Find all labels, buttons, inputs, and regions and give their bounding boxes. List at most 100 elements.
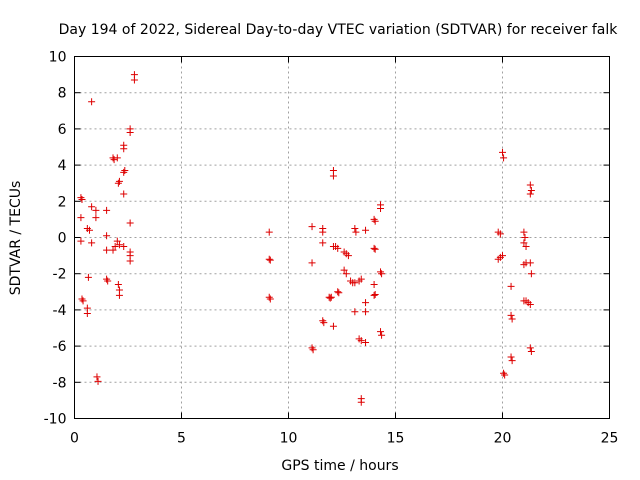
data-point bbox=[114, 179, 122, 187]
data-point bbox=[527, 348, 535, 356]
data-point bbox=[308, 259, 316, 267]
data-point bbox=[265, 255, 273, 263]
y-tick-label: 2 bbox=[58, 194, 67, 210]
data-point bbox=[113, 154, 121, 162]
data-point bbox=[342, 270, 350, 278]
data-point bbox=[371, 217, 379, 225]
data-point bbox=[120, 190, 128, 198]
data-point bbox=[377, 328, 385, 336]
data-point bbox=[120, 168, 128, 176]
data-point bbox=[83, 310, 91, 318]
y-tick-label: -10 bbox=[44, 412, 67, 428]
data-point bbox=[111, 243, 119, 251]
data-point bbox=[85, 226, 93, 234]
y-tick-label: 6 bbox=[58, 122, 67, 138]
data-point bbox=[92, 214, 100, 222]
data-point bbox=[103, 246, 111, 254]
data-point bbox=[334, 244, 342, 252]
chart-title: Day 194 of 2022, Sidereal Day-to-day VTE… bbox=[59, 22, 619, 38]
data-point bbox=[357, 337, 365, 345]
data-point bbox=[377, 205, 385, 213]
data-point bbox=[120, 145, 128, 153]
data-point bbox=[500, 369, 508, 377]
data-point bbox=[526, 190, 534, 198]
data-point bbox=[362, 338, 370, 346]
data-point bbox=[115, 291, 123, 299]
data-point bbox=[103, 275, 111, 283]
data-point bbox=[352, 228, 360, 236]
data-point bbox=[94, 377, 102, 385]
data-point bbox=[526, 300, 534, 308]
data-point bbox=[88, 203, 96, 211]
data-point bbox=[370, 281, 378, 289]
x-axis-label: GPS time / hours bbox=[281, 458, 398, 474]
data-point bbox=[362, 226, 370, 234]
x-tick-label: 5 bbox=[177, 431, 186, 447]
data-point bbox=[103, 206, 111, 214]
data-point bbox=[308, 223, 316, 231]
data-point bbox=[520, 228, 528, 236]
data-point bbox=[309, 346, 317, 354]
data-point bbox=[362, 299, 370, 307]
data-point bbox=[319, 317, 327, 325]
y-tick-label: 4 bbox=[58, 158, 67, 174]
data-point bbox=[77, 237, 85, 245]
data-point bbox=[326, 294, 334, 302]
data-point bbox=[130, 76, 138, 84]
data-point bbox=[370, 291, 378, 299]
data-point bbox=[78, 295, 86, 303]
data-point bbox=[92, 206, 100, 214]
data-point bbox=[319, 239, 327, 247]
data-point bbox=[526, 259, 534, 267]
data-point bbox=[126, 257, 134, 265]
data-point bbox=[308, 344, 316, 352]
data-point bbox=[78, 195, 86, 203]
data-point bbox=[84, 273, 92, 281]
data-point bbox=[357, 275, 365, 283]
data-point bbox=[370, 244, 378, 252]
data-point bbox=[327, 293, 335, 301]
data-point bbox=[88, 239, 96, 247]
data-point bbox=[526, 344, 534, 352]
y-tick-label: -8 bbox=[53, 375, 67, 391]
data-point bbox=[104, 277, 112, 285]
data-point bbox=[88, 98, 96, 106]
data-point bbox=[500, 154, 508, 162]
data-point bbox=[334, 288, 342, 296]
data-point bbox=[340, 266, 348, 274]
data-point bbox=[79, 297, 87, 305]
data-point bbox=[351, 279, 359, 287]
data-point bbox=[496, 230, 504, 238]
data-point bbox=[126, 219, 134, 227]
data-point bbox=[521, 234, 529, 241]
data-point bbox=[378, 270, 386, 278]
data-point bbox=[103, 232, 111, 240]
data-point bbox=[351, 224, 359, 232]
data-point bbox=[120, 243, 128, 251]
data-point bbox=[499, 252, 506, 260]
x-tick-label: 25 bbox=[601, 431, 619, 447]
data-point bbox=[109, 246, 117, 254]
data-point bbox=[113, 237, 121, 245]
data-point bbox=[126, 129, 134, 137]
y-tick-label: -6 bbox=[53, 339, 67, 355]
data-point bbox=[335, 289, 343, 297]
data-point bbox=[114, 281, 122, 289]
data-point bbox=[329, 172, 337, 180]
data-point bbox=[527, 270, 535, 278]
data-point bbox=[362, 308, 370, 316]
data-point bbox=[351, 308, 359, 316]
data-point bbox=[507, 282, 515, 290]
data-point bbox=[110, 156, 118, 164]
data-point bbox=[507, 353, 515, 361]
grid bbox=[74, 56, 610, 419]
data-point bbox=[115, 177, 123, 185]
data-point bbox=[77, 194, 85, 202]
data-point bbox=[265, 293, 273, 301]
data-point bbox=[320, 319, 328, 327]
data-point bbox=[329, 322, 337, 330]
data-point bbox=[499, 148, 506, 156]
data-point bbox=[371, 291, 379, 299]
data-point bbox=[527, 186, 535, 194]
